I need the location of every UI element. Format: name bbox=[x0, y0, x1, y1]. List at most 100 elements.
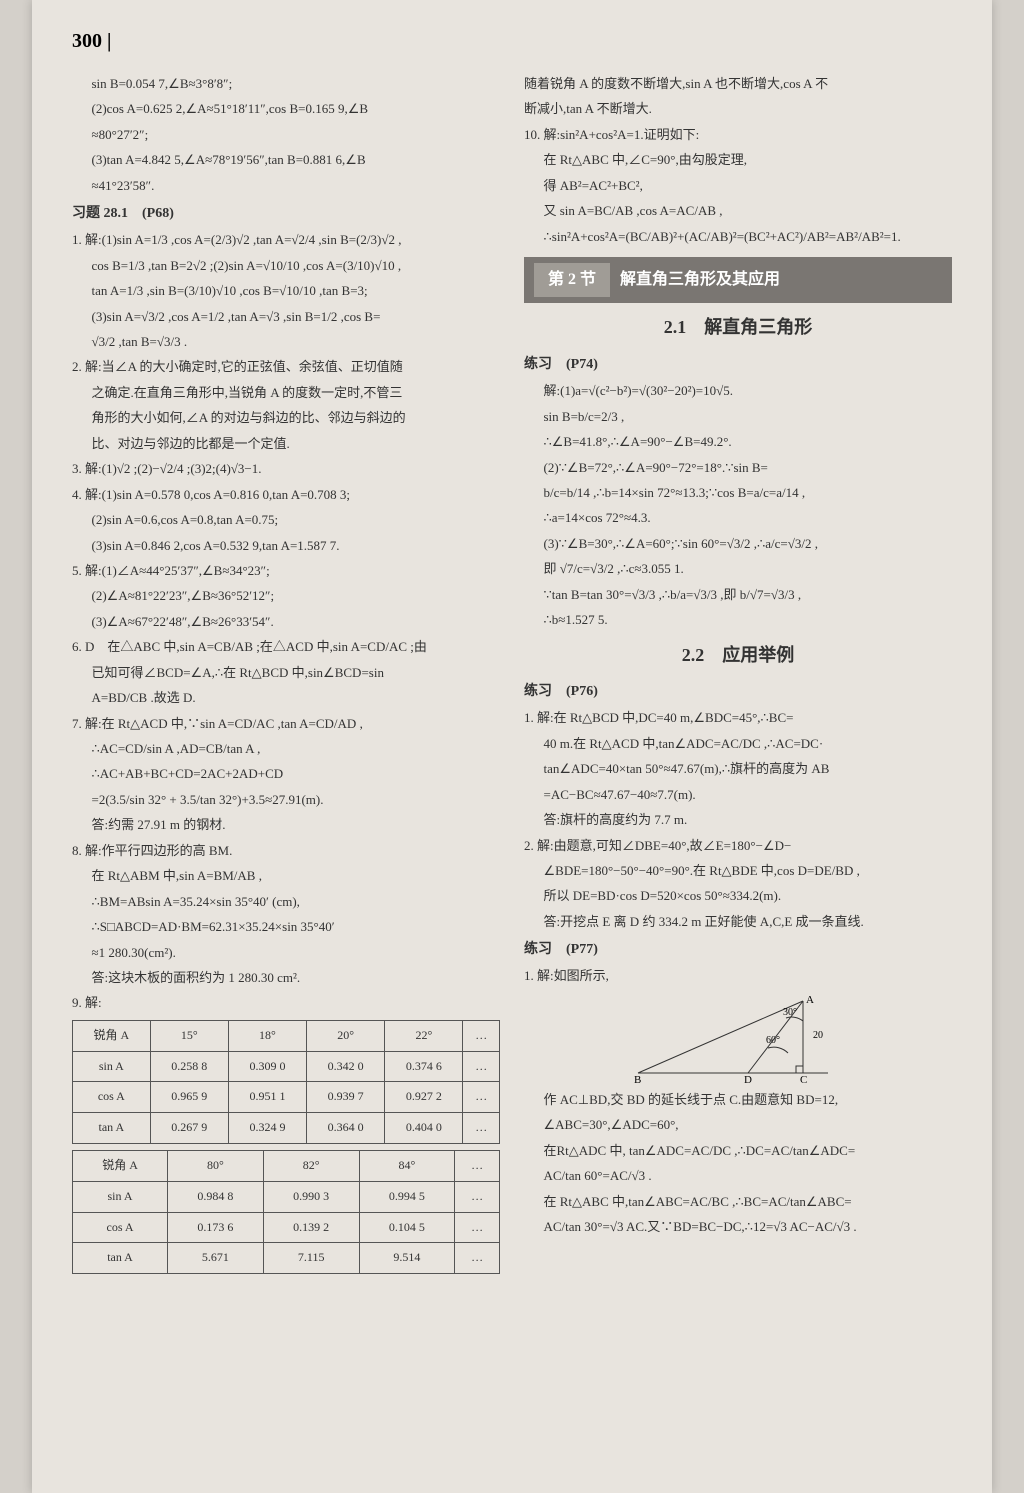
table-header-row: 锐角 A 80° 82° 84° … bbox=[73, 1151, 500, 1182]
triangle-svg: B D C A 30° 60° 20 bbox=[628, 993, 848, 1083]
solution-line: (3)sin A=0.846 2,cos A=0.532 9,tan A=1.5… bbox=[72, 535, 500, 556]
section-bar: 第 2 节 解直角三角形及其应用 bbox=[524, 257, 952, 303]
practice-header: 练习 (P74) bbox=[524, 353, 952, 376]
solution-line: (3)∵∠B=30°,∴∠A=60°;∵sin 60°=√3/2 ,∴a/c=√… bbox=[524, 533, 952, 554]
table-header: 80° bbox=[168, 1151, 264, 1182]
solution-line: b/c=b/14 ,∴b=14×sin 72°≈13.3;∵cos B=a/c=… bbox=[524, 482, 952, 503]
table-header: 18° bbox=[228, 1020, 306, 1051]
table-row: tan A5.6717.1159.514… bbox=[73, 1243, 500, 1274]
solution-line: √3/2 ,tan B=√3/3 . bbox=[72, 331, 500, 352]
table-header: 15° bbox=[150, 1020, 228, 1051]
solution-line: 答:约需 27.91 m 的钢材. bbox=[72, 814, 500, 835]
solution-line: AC/tan 30°=√3 AC.又∵BD=BC−DC,∴12=√3 AC−AC… bbox=[524, 1216, 952, 1237]
left-column: sin B=0.054 7,∠B≈3°8′8″; (2)cos A=0.625 … bbox=[72, 73, 500, 1280]
practice-header: 练习 (P77) bbox=[524, 938, 952, 961]
table-row: cos A0.173 60.139 20.104 5… bbox=[73, 1212, 500, 1243]
solution-line: 1. 解:在 Rt△BCD 中,DC=40 m,∠BDC=45°,∴BC= bbox=[524, 707, 952, 728]
table-header: 20° bbox=[307, 1020, 385, 1051]
vertex-label: B bbox=[634, 1074, 641, 1083]
solution-line: 之确定.在直角三角形中,当锐角 A 的度数一定时,不管三 bbox=[72, 382, 500, 403]
vertex-label: C bbox=[800, 1074, 807, 1083]
solution-line: ∴BM=ABsin A=35.24×sin 35°40′ (cm), bbox=[72, 891, 500, 912]
triangle-diagram: B D C A 30° 60° 20 bbox=[628, 993, 848, 1083]
text-line: ≈80°27′2″; bbox=[72, 124, 500, 145]
solution-line: ∠BDE=180°−50°−40°=90°.在 Rt△BDE 中,cos D=D… bbox=[524, 860, 952, 881]
solution-line: 所以 DE=BD·cos D=520×cos 50°≈334.2(m). bbox=[524, 885, 952, 906]
text-line: 断减小,tan A 不断增大. bbox=[524, 98, 952, 119]
solution-line: 比、对边与邻边的比都是一个定值. bbox=[72, 433, 500, 454]
table-row: cos A0.965 90.951 10.939 70.927 2… bbox=[73, 1082, 500, 1113]
text-line: (3)tan A=4.842 5,∠A≈78°19′56″,tan B=0.88… bbox=[72, 149, 500, 170]
solution-line: 8. 解:作平行四边形的高 BM. bbox=[72, 840, 500, 861]
right-column: 随着锐角 A 的度数不断增大,sin A 也不断增大,cos A 不 断减小,t… bbox=[524, 73, 952, 1280]
solution-line: 6. D 在△ABC 中,sin A=CB/AB ;在△ACD 中,sin A=… bbox=[72, 636, 500, 657]
text-line: (2)cos A=0.625 2,∠A≈51°18′11″,cos B=0.16… bbox=[72, 98, 500, 119]
solution-line: (2)∵∠B=72°,∴∠A=90°−72°=18°.∵sin B= bbox=[524, 457, 952, 478]
table-row: tan A0.267 90.324 90.364 00.404 0… bbox=[73, 1113, 500, 1144]
solution-line: 9. 解: bbox=[72, 992, 500, 1013]
solution-line: 40 m.在 Rt△ACD 中,tan∠ADC=AC/DC ,∴AC=DC· bbox=[524, 733, 952, 754]
solution-line: 5. 解:(1)∠A≈44°25′37″,∠B≈34°23″; bbox=[72, 560, 500, 581]
text-line: ≈41°23′58″. bbox=[72, 175, 500, 196]
subsection-heading: 2.1 解直角三角形 bbox=[524, 313, 952, 343]
trig-table-2: 锐角 A 80° 82° 84° … sin A0.984 80.990 30.… bbox=[72, 1150, 500, 1274]
solution-line: 7. 解:在 Rt△ACD 中,∵sin A=CD/AC ,tan A=CD/A… bbox=[72, 713, 500, 734]
table-row: sin A0.258 80.309 00.342 00.374 6… bbox=[73, 1051, 500, 1082]
solution-line: 10. 解:sin²A+cos²A=1.证明如下: bbox=[524, 124, 952, 145]
solution-line: ∴b≈1.527 5. bbox=[524, 609, 952, 630]
table-header: 84° bbox=[359, 1151, 455, 1182]
solution-line: ∵tan B=tan 30°=√3/3 ,∴b/a=√3/3 ,即 b/√7=√… bbox=[524, 584, 952, 605]
table-header: … bbox=[463, 1020, 500, 1051]
solution-line: 已知可得∠BCD=∠A,∴在 Rt△BCD 中,sin∠BCD=sin bbox=[72, 662, 500, 683]
two-column-layout: sin B=0.054 7,∠B≈3°8′8″; (2)cos A=0.625 … bbox=[72, 73, 952, 1280]
text-line: 随着锐角 A 的度数不断增大,sin A 也不断增大,cos A 不 bbox=[524, 73, 952, 94]
solution-line: (2)sin A=0.6,cos A=0.8,tan A=0.75; bbox=[72, 509, 500, 530]
length-label: 20 bbox=[813, 1030, 823, 1041]
solution-line: 答:旗杆的高度约为 7.7 m. bbox=[524, 809, 952, 830]
solution-line: (2)∠A≈81°22′23″,∠B≈36°52′12″; bbox=[72, 585, 500, 606]
angle-label: 60° bbox=[766, 1035, 780, 1046]
solution-line: sin B=b/c=2/3 , bbox=[524, 406, 952, 427]
solution-line: =2(3.5/sin 32° + 3.5/tan 32°)+3.5≈27.91(… bbox=[72, 789, 500, 810]
solution-line: 角形的大小如何,∠A 的对边与斜边的比、邻边与斜边的 bbox=[72, 407, 500, 428]
solution-line: =AC−BC≈47.67−40≈7.7(m). bbox=[524, 784, 952, 805]
solution-line: ∴sin²A+cos²A=(BC/AB)²+(AC/AB)²=(BC²+AC²)… bbox=[524, 226, 952, 247]
solution-line: 在 Rt△ABC 中,tan∠ABC=AC/BC ,∴BC=AC/tan∠ABC… bbox=[524, 1191, 952, 1212]
solution-line: 1. 解:(1)sin A=1/3 ,cos A=(2/3)√2 ,tan A=… bbox=[72, 229, 500, 250]
table-header: 82° bbox=[263, 1151, 359, 1182]
table-row: sin A0.984 80.990 30.994 5… bbox=[73, 1181, 500, 1212]
table-header-row: 锐角 A 15° 18° 20° 22° … bbox=[73, 1020, 500, 1051]
section-title: 解直角三角形及其应用 bbox=[620, 267, 780, 293]
table-header: … bbox=[455, 1151, 500, 1182]
solution-line: ∴∠B=41.8°,∴∠A=90°−∠B=49.2°. bbox=[524, 431, 952, 452]
solution-line: 解:(1)a=√(c²−b²)=√(30²−20²)=10√5. bbox=[524, 380, 952, 401]
vertex-label: D bbox=[744, 1074, 752, 1083]
exercise-header: 习题 28.1 (P68) bbox=[72, 202, 500, 225]
solution-line: 在 Rt△ABM 中,sin A=BM/AB , bbox=[72, 865, 500, 886]
solution-line: 1. 解:如图所示, bbox=[524, 965, 952, 986]
solution-line: AC/tan 60°=AC/√3 . bbox=[524, 1165, 952, 1186]
solution-line: ∴S□ABCD=AD·BM=62.31×35.24×sin 35°40′ bbox=[72, 916, 500, 937]
practice-header: 练习 (P76) bbox=[524, 680, 952, 703]
solution-line: 作 AC⊥BD,交 BD 的延长线于点 C.由题意知 BD=12, bbox=[524, 1089, 952, 1110]
solution-line: 在Rt△ADC 中, tan∠ADC=AC/DC ,∴DC=AC/tan∠ADC… bbox=[524, 1140, 952, 1161]
table-header: 锐角 A bbox=[73, 1151, 168, 1182]
solution-line: 2. 解:当∠A 的大小确定时,它的正弦值、余弦值、正切值随 bbox=[72, 356, 500, 377]
subsection-heading: 2.2 应用举例 bbox=[524, 641, 952, 671]
solution-line: 在 Rt△ABC 中,∠C=90°,由勾股定理, bbox=[524, 149, 952, 170]
solution-line: tan A=1/3 ,sin B=(3/10)√10 ,cos B=√10/10… bbox=[72, 280, 500, 301]
solution-line: ∴a=14×cos 72°≈4.3. bbox=[524, 507, 952, 528]
page: 300 | sin B=0.054 7,∠B≈3°8′8″; (2)cos A=… bbox=[32, 0, 992, 1493]
solution-line: (3)sin A=√3/2 ,cos A=1/2 ,tan A=√3 ,sin … bbox=[72, 306, 500, 327]
solution-line: 4. 解:(1)sin A=0.578 0,cos A=0.816 0,tan … bbox=[72, 484, 500, 505]
solution-line: 3. 解:(1)√2 ;(2)−√2/4 ;(3)2;(4)√3−1. bbox=[72, 458, 500, 479]
solution-line: ∴AC+AB+BC+CD=2AC+2AD+CD bbox=[72, 763, 500, 784]
solution-line: ≈1 280.30(cm²). bbox=[72, 942, 500, 963]
solution-line: 即 √7/c=√3/2 ,∴c≈3.055 1. bbox=[524, 558, 952, 579]
section-tab: 第 2 节 bbox=[534, 263, 610, 297]
solution-line: (3)∠A≈67°22′48″,∠B≈26°33′54″. bbox=[72, 611, 500, 632]
angle-label: 30° bbox=[783, 1007, 797, 1018]
table-header: 锐角 A bbox=[73, 1020, 151, 1051]
solution-line: ∴AC=CD/sin A ,AD=CB/tan A , bbox=[72, 738, 500, 759]
solution-line: ∠ABC=30°,∠ADC=60°, bbox=[524, 1114, 952, 1135]
